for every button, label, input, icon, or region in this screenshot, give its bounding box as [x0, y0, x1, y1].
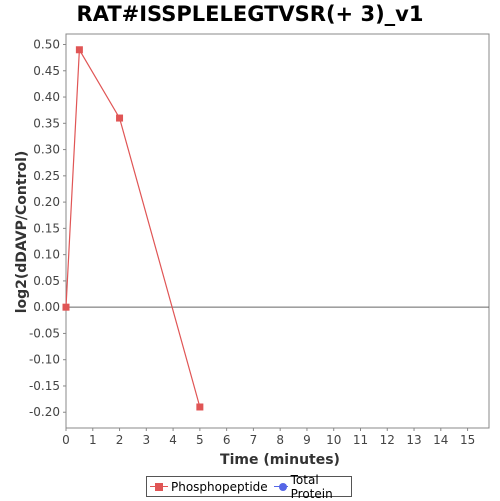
legend-label-phosphopeptide: Phosphopeptide	[171, 479, 268, 494]
y-tick-label: 0.30	[33, 143, 60, 157]
x-tick-label: 3	[142, 433, 150, 447]
y-tick-label: -0.20	[29, 405, 60, 419]
x-tick-label: 14	[433, 433, 448, 447]
legend-label-total-protein: Total Protein	[290, 472, 333, 501]
y-tick-label: 0.10	[33, 248, 60, 262]
x-tick-label: 11	[353, 433, 368, 447]
data-point	[196, 403, 204, 411]
data-point	[62, 303, 70, 311]
y-tick-label: 0.20	[33, 195, 60, 209]
data-point	[75, 46, 83, 54]
plot-frame	[65, 33, 490, 429]
x-tick-label: 7	[250, 433, 258, 447]
y-tick-label: 0.15	[33, 221, 60, 235]
y-tick-label: -0.10	[29, 353, 60, 367]
y-tick-label: 0.25	[33, 169, 60, 183]
x-tick-label: 2	[116, 433, 124, 447]
x-tick-label: 12	[380, 433, 395, 447]
y-tick-label: -0.05	[29, 326, 60, 340]
y-tick-label: 0.45	[33, 64, 60, 78]
x-tick-label: 4	[169, 433, 177, 447]
x-tick-label: 15	[460, 433, 475, 447]
legend-item-total-protein: Total Protein	[273, 472, 348, 501]
legend-swatch-circle-icon	[273, 482, 288, 492]
series-line	[65, 47, 201, 408]
legend-item-phosphopeptide: Phosphopeptide	[150, 480, 268, 494]
chart-title: RAT#ISSPLELEGTVSR(+ 3)_v1	[76, 2, 424, 26]
x-axis-label: Time (minutes)	[220, 452, 340, 468]
y-tick-label: 0.50	[33, 38, 60, 52]
y-tick-label: 0.05	[33, 274, 60, 288]
x-tick-label: 9	[303, 433, 311, 447]
x-tick-label: 13	[406, 433, 421, 447]
x-tick-label: 0	[62, 433, 70, 447]
x-tick-label: 8	[276, 433, 284, 447]
x-tick-label: 6	[223, 433, 231, 447]
x-tick-label: 10	[326, 433, 341, 447]
y-tick-label: 0.35	[33, 116, 60, 130]
y-tick-label: 0.00	[33, 300, 60, 314]
legend-swatch-square-icon	[150, 482, 168, 492]
y-tick-label: -0.15	[29, 379, 60, 393]
legend: Phosphopeptide Total Protein	[146, 473, 352, 501]
y-tick-label: 0.40	[33, 90, 60, 104]
data-point	[116, 114, 124, 122]
x-tick-label: 1	[89, 433, 97, 447]
x-tick-label: 5	[196, 433, 204, 447]
